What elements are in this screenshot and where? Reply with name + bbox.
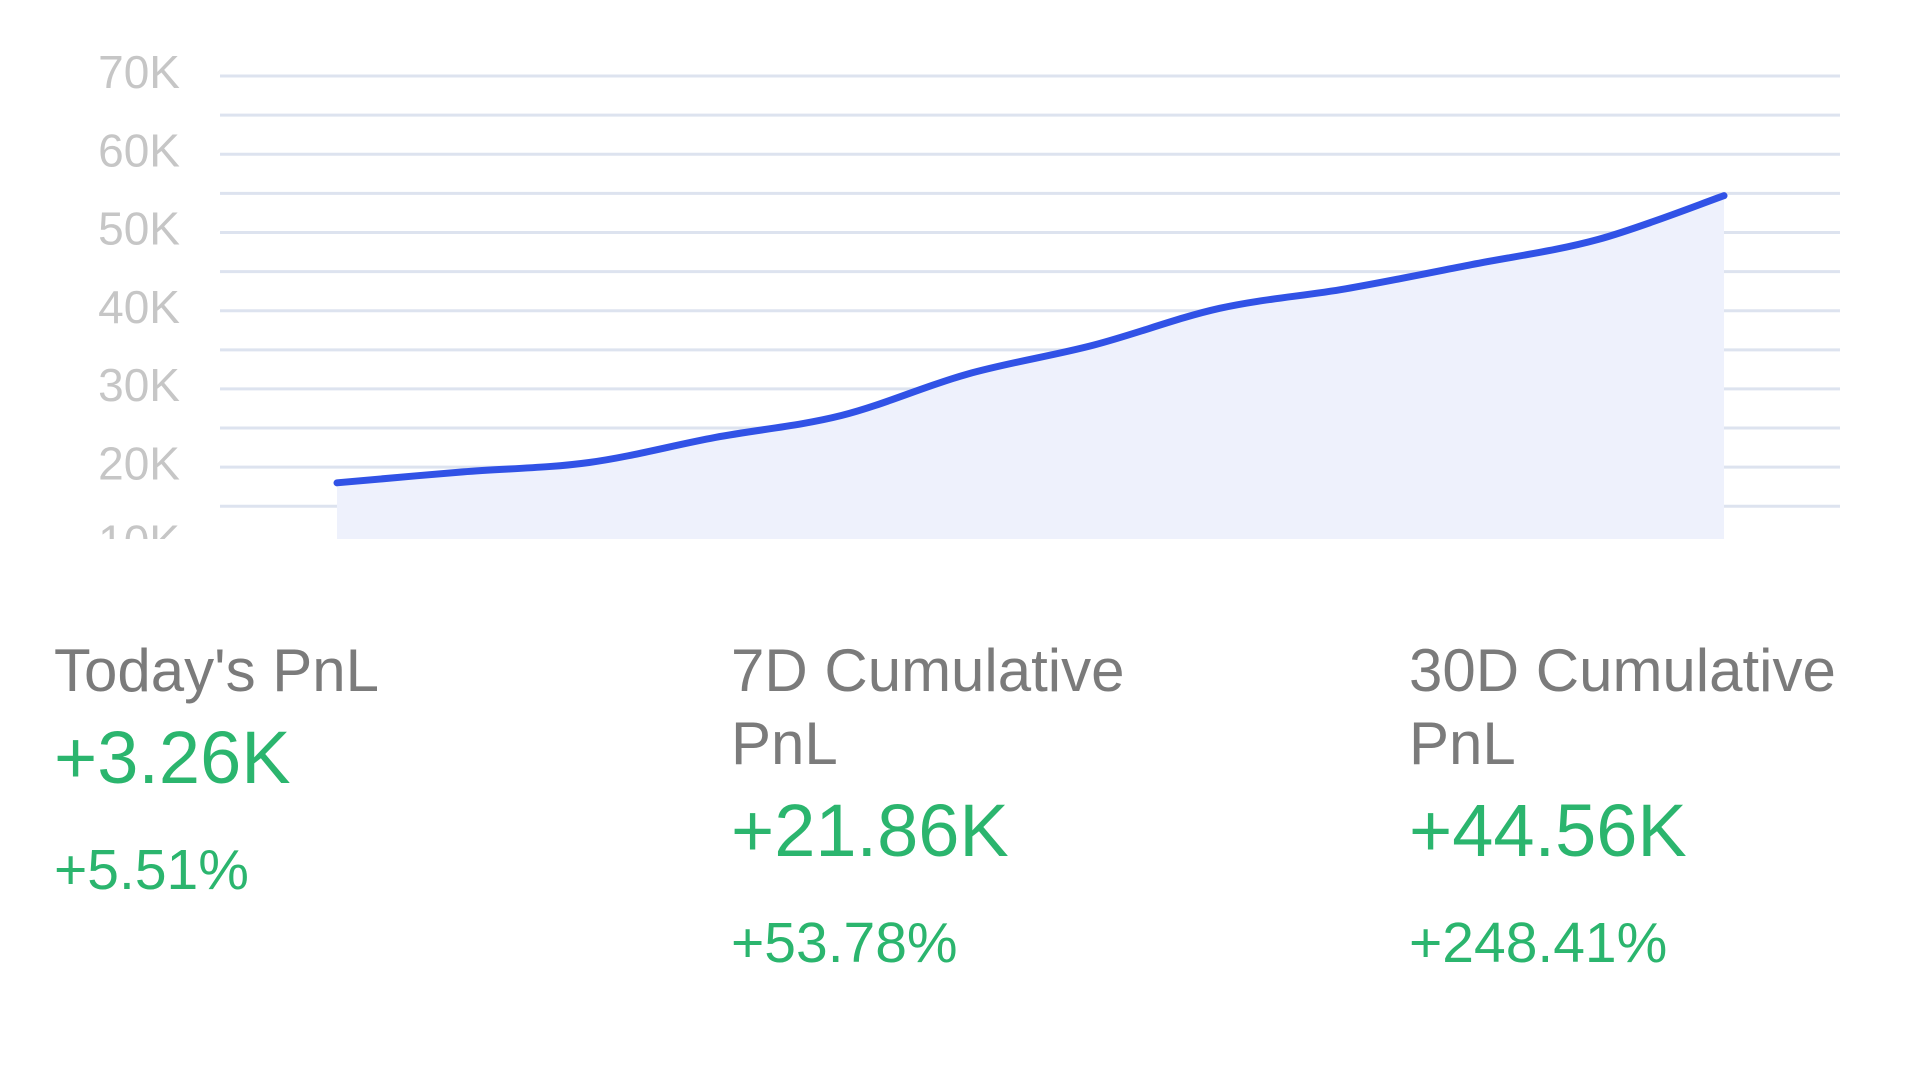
- stat-change: +5.51%: [54, 838, 249, 902]
- stat-value: +44.56K: [1409, 789, 1687, 872]
- y-tick-label: 50K: [98, 203, 180, 255]
- stat-7d: 7D Cumulative PnL +21.86K +53.78%: [731, 634, 1231, 978]
- y-tick-label: 10K: [98, 516, 180, 539]
- stat-label: 30D Cumulative PnL: [1409, 637, 1836, 777]
- y-tick-label: 40K: [98, 281, 180, 333]
- area-fill: [337, 195, 1724, 539]
- chart: 70K 60K 50K 40K 30K 20K 10K: [98, 46, 1840, 539]
- y-tick-label: 20K: [98, 437, 180, 489]
- line: [333, 192, 1728, 487]
- y-tick-label: 30K: [98, 359, 180, 411]
- stat-change: +53.78%: [731, 911, 958, 975]
- y-tick-label: 60K: [98, 124, 180, 176]
- stat-label: Today's PnL: [54, 637, 379, 704]
- stat-change: +248.41%: [1409, 911, 1668, 975]
- stat-30d: 30D Cumulative PnL +44.56K +248.41%: [1409, 634, 1909, 978]
- stat-value: +21.86K: [731, 789, 1009, 872]
- stat-label: 7D Cumulative PnL: [731, 637, 1125, 777]
- y-tick-label: 70K: [98, 46, 180, 98]
- stat-value: +3.26K: [54, 716, 291, 799]
- stat-today: Today's PnL +3.26K +5.51%: [54, 634, 554, 905]
